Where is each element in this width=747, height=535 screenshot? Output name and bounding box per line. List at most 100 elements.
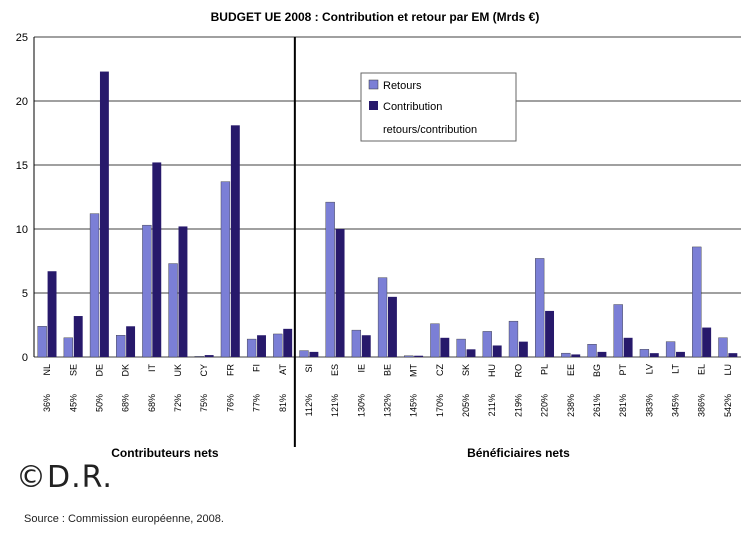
category-label: HU <box>487 364 497 377</box>
bar-contribution-fr <box>230 125 240 357</box>
category-label: FI <box>252 364 262 372</box>
ratio-label: 261% <box>592 394 602 417</box>
bar-retours-lu <box>718 337 728 358</box>
x-label-lu: LU 542% <box>723 364 733 417</box>
bar-retours-uk <box>168 263 178 358</box>
category-label: AT <box>278 364 288 375</box>
x-label-mt: MT 145% <box>409 364 419 418</box>
x-label-at: AT 81% <box>278 364 288 413</box>
source-note: Source : Commission européenne, 2008. <box>24 513 224 525</box>
bar-contribution-el <box>702 327 712 357</box>
bar-retours-be <box>377 277 388 358</box>
x-label-it: IT 68% <box>147 363 157 412</box>
category-label: LT <box>671 364 681 374</box>
bar-retours-hu <box>482 331 492 358</box>
ratio-label: 76% <box>225 394 235 412</box>
bars <box>37 71 738 358</box>
category-label: DE <box>94 364 104 377</box>
ratio-label: 72% <box>173 394 183 412</box>
category-label: DK <box>121 364 131 377</box>
chart-title: BUDGET UE 2008 : Contribution et retour … <box>211 10 540 24</box>
bar-retours-el <box>692 246 702 358</box>
ratio-label: 386% <box>697 394 707 417</box>
bar-contribution-sk <box>466 349 476 357</box>
bar-contribution-uk <box>178 226 188 357</box>
category-label: UK <box>173 364 183 377</box>
bar-retours-si <box>299 350 309 358</box>
x-label-nl: NL 36% <box>42 364 52 412</box>
bar-retours-mt <box>404 355 414 358</box>
x-label-fr: FR 76% <box>225 364 235 413</box>
ratio-label: 68% <box>147 394 157 412</box>
category-label: LU <box>723 364 733 376</box>
legend-label-contribution: Contribution <box>383 101 442 113</box>
bar-retours-cz <box>430 323 440 358</box>
x-label-hu: HU 211% <box>487 364 497 416</box>
bar-retours-cy <box>194 356 204 358</box>
ratio-label: 68% <box>121 394 131 412</box>
ratio-label: 36% <box>42 394 52 412</box>
bar-contribution-nl <box>47 271 57 357</box>
bar-retours-bg <box>587 344 597 358</box>
category-label: EL <box>697 364 707 375</box>
ratio-label: 45% <box>68 394 78 412</box>
x-label-pl: PL 220% <box>540 364 550 417</box>
category-label: FR <box>225 364 235 376</box>
legend-swatch-contribution <box>369 101 378 110</box>
y-tick-label: 25 <box>16 32 28 44</box>
bar-contribution-hu <box>492 345 502 357</box>
category-label: CZ <box>435 364 445 376</box>
ratio-label: 121% <box>330 394 340 417</box>
x-label-cz: CZ 170% <box>435 364 445 418</box>
legend-label-retours: Retours <box>383 80 422 92</box>
bar-contribution-cy <box>204 355 214 357</box>
ratio-label: 81% <box>278 394 288 412</box>
x-label-bg: BG 261% <box>592 364 602 417</box>
ratio-label: 281% <box>618 394 628 417</box>
bar-retours-se <box>63 337 73 358</box>
bar-retours-es <box>325 201 335 358</box>
bar-retours-fi <box>246 338 257 358</box>
bar-contribution-lu <box>728 353 738 357</box>
bar-retours-lt <box>665 341 676 358</box>
bar-retours-dk <box>116 335 126 358</box>
ratio-label: 170% <box>435 394 445 417</box>
ratio-label: 50% <box>94 394 104 412</box>
bar-retours-ie <box>351 329 362 358</box>
category-label: NL <box>42 364 52 376</box>
ratio-label: 238% <box>566 394 576 417</box>
ratio-label: 211% <box>487 394 497 416</box>
bar-retours-sk <box>456 338 466 358</box>
x-label-el: EL 386% <box>697 364 707 417</box>
x-label-be: BE 132% <box>383 364 393 417</box>
category-label: BG <box>592 364 602 377</box>
category-label: IT <box>147 363 157 372</box>
y-tick-label: 15 <box>16 160 28 172</box>
category-label: EE <box>566 364 576 376</box>
bar-retours-at <box>273 333 283 358</box>
ratio-label: 132% <box>383 394 393 417</box>
bar-retours-lv <box>639 349 650 358</box>
y-tick-label: 10 <box>16 224 28 236</box>
group-label: Bénéficiaires nets <box>467 446 570 460</box>
bar-contribution-es <box>335 229 345 357</box>
ratio-label: 77% <box>252 394 262 412</box>
bar-contribution-ie <box>361 335 371 357</box>
legend-box <box>360 72 517 142</box>
y-axis-ticks: 0 5 10 15 20 25 <box>16 32 28 364</box>
ratio-label: 542% <box>723 394 733 417</box>
x-label-uk: UK 72% <box>173 364 183 412</box>
bar-contribution-ro <box>518 341 528 357</box>
bar-retours-fr <box>220 181 231 358</box>
ratio-label: 75% <box>199 394 209 412</box>
x-label-sk: SK 205% <box>461 364 471 417</box>
bar-retours-it <box>142 224 152 358</box>
bar-contribution-lt <box>676 351 685 357</box>
bar-contribution-bg <box>597 351 607 357</box>
ratio-label: 345% <box>671 394 681 417</box>
x-label-dk: DK 68% <box>121 364 131 412</box>
group-labels: Contributeurs nets Bénéficiaires nets <box>111 446 570 460</box>
bar-contribution-de <box>99 71 109 357</box>
y-tick-label: 0 <box>22 352 28 364</box>
